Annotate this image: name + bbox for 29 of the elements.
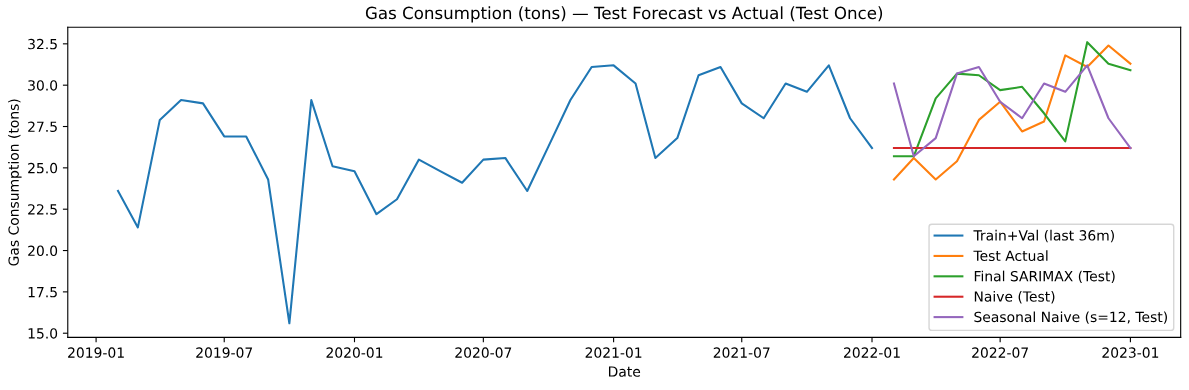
x-tick-label: 2021-01 [585,347,642,358]
y-axis-title: Gas Consumption (tons) [8,99,22,266]
legend-label: Final SARIMAX (Test) [974,270,1115,284]
y-tick-label: 32.5 [28,38,57,50]
y-tick-label: 20.0 [28,245,58,257]
line-series [117,64,874,325]
line-series [892,41,1132,158]
x-tick-label: 2022-01 [844,347,900,358]
line-series [892,64,1132,158]
legend-label: Seasonal Naive (s=12, Test) [974,311,1167,324]
x-tick-label: 2021-07 [713,347,770,358]
legend-label: Naive (Test) [974,291,1055,304]
line-series [892,44,1132,181]
legend-label: Test Actual [973,250,1048,261]
legend-label: Train+Val (last 36m) [973,229,1114,243]
x-tick-label: 2023-01 [1102,347,1159,358]
x-tick-label: 2022-07 [972,347,1028,358]
y-tick-label: 30.0 [28,80,58,91]
x-axis-title: Date [608,366,641,377]
chart-title: Gas Consumption (tons) — Test Forecast vs Actual (Test Once) [365,6,883,23]
y-tick-label: 27.5 [28,121,57,132]
y-tick-label: 25.0 [28,162,58,174]
x-tick-label: 2020-07 [455,347,512,358]
x-tick-label: 2019-07 [196,347,253,358]
y-tick-label: 15.0 [28,328,58,339]
y-tick-label: 17.5 [28,287,57,298]
y-tick-label: 22.5 [28,204,57,215]
x-tick-label: 2019-01 [68,347,124,358]
x-tick-label: 2020-01 [326,347,383,358]
